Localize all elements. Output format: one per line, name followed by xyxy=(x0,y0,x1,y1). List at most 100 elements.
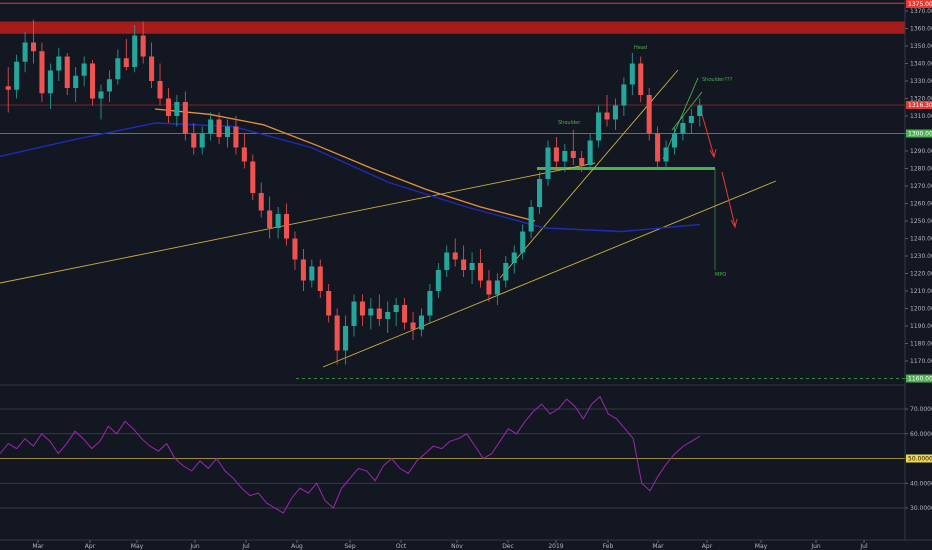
price-tick-label: 1260.00 xyxy=(910,201,932,208)
price-badges: 1375.00 1316.30 1300.00 1160.00 xyxy=(906,0,932,383)
candle-body xyxy=(393,305,399,312)
candle-body xyxy=(343,326,349,351)
price-badge xyxy=(906,374,932,383)
candle-body xyxy=(123,58,129,67)
trendline-rising-support xyxy=(322,180,777,368)
time-tick-label: Dec xyxy=(502,543,514,550)
time-tick-label: Aug xyxy=(291,543,303,550)
candle-body xyxy=(174,102,180,116)
candle-body xyxy=(452,252,458,260)
candle-body xyxy=(284,214,290,239)
candle-body xyxy=(638,63,644,95)
rsi-axis: 70.000060.000050.000040.000030.000050.00… xyxy=(905,406,932,512)
candle-body xyxy=(64,56,70,88)
price-tick-label: 1290.00 xyxy=(910,148,932,155)
candle-body xyxy=(98,91,104,99)
time-tick-label: Sep xyxy=(344,543,356,550)
candle-body xyxy=(309,266,315,281)
candle-body xyxy=(503,263,509,281)
candle-body xyxy=(697,105,703,116)
candle-body xyxy=(208,119,214,134)
candle-body xyxy=(562,151,568,162)
candle-body xyxy=(250,161,256,193)
price-tick-label: 1340.00 xyxy=(910,61,932,68)
price-tick-label: 1200.00 xyxy=(910,306,932,313)
rsi-tick-label: 60.0000 xyxy=(910,431,932,438)
time-tick-label: Oct xyxy=(396,543,407,550)
price-tick-label: 1310.00 xyxy=(910,113,932,120)
candle-body xyxy=(106,79,112,92)
candle-body xyxy=(570,151,576,158)
candle-body xyxy=(368,308,374,316)
price-tick-label: 1210.00 xyxy=(910,288,932,295)
price-tick-label: 1330.00 xyxy=(910,78,932,85)
candle-body xyxy=(435,270,441,291)
candle-body xyxy=(292,238,298,260)
candle-body xyxy=(165,98,171,116)
candle-body xyxy=(351,301,357,326)
price-badge xyxy=(906,0,932,8)
price-badge-label: 1160.00 xyxy=(908,376,932,383)
candle-body xyxy=(73,75,79,88)
price-badge xyxy=(906,100,932,109)
trendlines xyxy=(0,69,777,368)
time-tick-label: May xyxy=(131,543,144,550)
candle-body xyxy=(612,105,618,120)
rsi-line xyxy=(0,395,701,514)
annotation-head: Head xyxy=(634,45,647,51)
price-tick-label: 1220.00 xyxy=(910,271,932,278)
price-tick-label: 1360.00 xyxy=(910,26,932,33)
time-tick-label: Apr xyxy=(702,543,713,550)
projection-arrow-2 xyxy=(721,171,736,227)
rsi-grid xyxy=(0,408,905,509)
candle-body xyxy=(688,116,694,123)
candle-body xyxy=(5,86,11,90)
candle-body xyxy=(410,322,416,330)
time-axis: Mar Apr May Jun Jul Aug Sep Oct Nov Dec 2019 Feb Mar… xyxy=(32,540,868,550)
candle-body xyxy=(275,214,281,228)
candle-body xyxy=(494,280,500,295)
time-tick-label: Mar xyxy=(652,543,664,550)
price-tick-label: 1370.00 xyxy=(910,8,932,15)
candle-body xyxy=(216,119,222,137)
candle-body xyxy=(486,280,492,295)
candle-body xyxy=(191,133,197,148)
time-tick-label: Apr xyxy=(85,543,96,550)
candle-body xyxy=(81,63,87,76)
price-tick-label: 1190.00 xyxy=(910,323,932,330)
candle-body xyxy=(646,95,652,134)
projection-arrowhead-2 xyxy=(730,218,738,229)
rsi-series-line xyxy=(0,395,701,514)
time-tick-label: 2019 xyxy=(548,543,563,550)
candle-body xyxy=(115,58,121,80)
annotations: Head Shoulder Shoulder??? MPO xyxy=(558,45,733,278)
candle-body xyxy=(14,61,20,90)
candle-body xyxy=(444,252,450,270)
candle-body xyxy=(385,312,391,319)
rsi-tick-label: 40.0000 xyxy=(910,480,932,487)
projection-arrowhead-1 xyxy=(709,148,717,159)
price-badge-label: 1375.00 xyxy=(908,1,932,8)
candle-body xyxy=(629,63,635,85)
candle-body xyxy=(241,147,247,162)
candle-body xyxy=(511,252,517,263)
candle-body xyxy=(149,56,155,81)
time-tick-label: May xyxy=(755,543,768,550)
trendline-long-support xyxy=(0,162,596,284)
time-tick-label: Mar xyxy=(32,543,44,550)
projection-arrow-1 xyxy=(700,110,715,157)
channel-upper xyxy=(671,91,703,131)
candle-body xyxy=(402,305,408,323)
channel-lower xyxy=(662,77,699,160)
candle-body xyxy=(418,315,424,330)
price-tick-label: 1240.00 xyxy=(910,236,932,243)
candle-body xyxy=(655,133,661,162)
moving-averages xyxy=(0,108,701,233)
candles xyxy=(5,19,703,365)
candle-body xyxy=(671,133,678,148)
price-tick-label: 1170.00 xyxy=(910,358,932,365)
candle-body xyxy=(326,291,332,316)
